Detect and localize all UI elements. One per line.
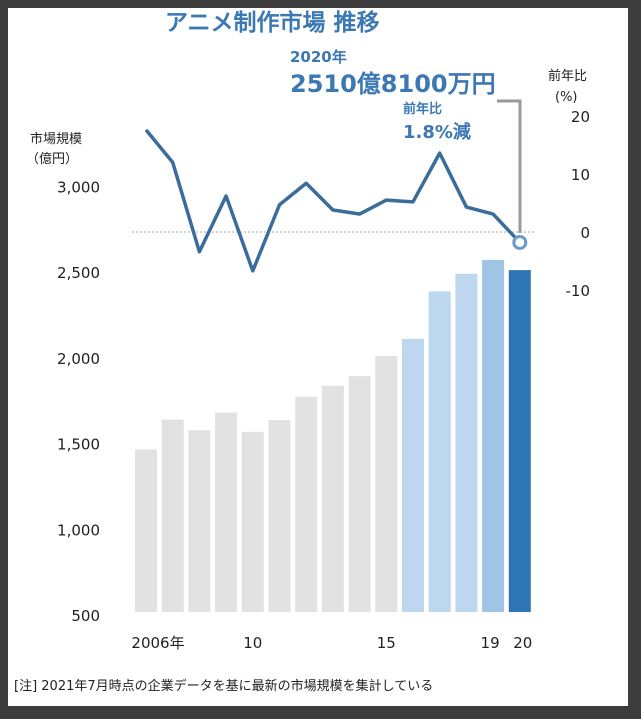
bar-2011 <box>268 420 291 612</box>
left-axis-tick: 2,500 <box>57 264 100 282</box>
annotation-value: 2510億8100万円 <box>290 70 496 98</box>
right-axis-tick: 10 <box>571 166 590 184</box>
left-axis-tick: 3,000 <box>57 178 100 196</box>
right-axis-tick: 0 <box>580 224 590 242</box>
yoy-line <box>144 128 522 273</box>
bar-2012 <box>295 396 318 612</box>
left-axis-tick: 1,000 <box>57 521 100 539</box>
bar-2009 <box>215 412 238 612</box>
bar-2014 <box>348 376 371 612</box>
annotation-yoy-value: 1.8%減 <box>403 121 471 143</box>
bar-2016 <box>402 338 424 612</box>
left-axis-tick: 2,000 <box>57 350 100 368</box>
right-axis-unit: (%) <box>555 90 578 105</box>
annotation-yoy-label: 前年比 <box>403 101 442 117</box>
footnote: [注] 2021年7月時点の企業データを基に最新の市場規模を集計している <box>14 678 433 694</box>
bar-2006 <box>135 449 157 612</box>
x-axis-tick: 19 <box>481 634 500 652</box>
right-axis-tick: -10 <box>566 282 591 300</box>
bar-2018 <box>455 273 478 612</box>
yoy-point-2020 <box>512 234 528 250</box>
bar-2008 <box>188 430 211 612</box>
x-axis-tick: 2006年 <box>131 634 184 652</box>
annotation-leader-line <box>497 99 522 233</box>
bar-2020 <box>508 270 531 612</box>
right-axis-tick: 20 <box>571 108 590 126</box>
annotation-year: 2020年 <box>290 48 347 66</box>
x-axis-tick: 10 <box>243 634 262 652</box>
bar-2007 <box>161 419 184 612</box>
bar-2015 <box>375 356 398 612</box>
left-axis-tick: 1,500 <box>57 436 100 454</box>
right-axis-label: 前年比 <box>548 68 587 84</box>
bar-2017 <box>428 291 451 612</box>
chart-title: アニメ制作市場 推移 <box>165 9 380 36</box>
bar-2010 <box>241 431 264 612</box>
x-axis-tick: 15 <box>377 634 396 652</box>
x-axis-tick: 20 <box>513 634 532 652</box>
left-axis-unit: （億円） <box>26 151 78 167</box>
bar-2019 <box>482 259 505 612</box>
left-axis-label: 市場規模 <box>30 131 82 147</box>
bar-2013 <box>321 385 344 612</box>
left-axis-tick: 500 <box>71 607 100 625</box>
